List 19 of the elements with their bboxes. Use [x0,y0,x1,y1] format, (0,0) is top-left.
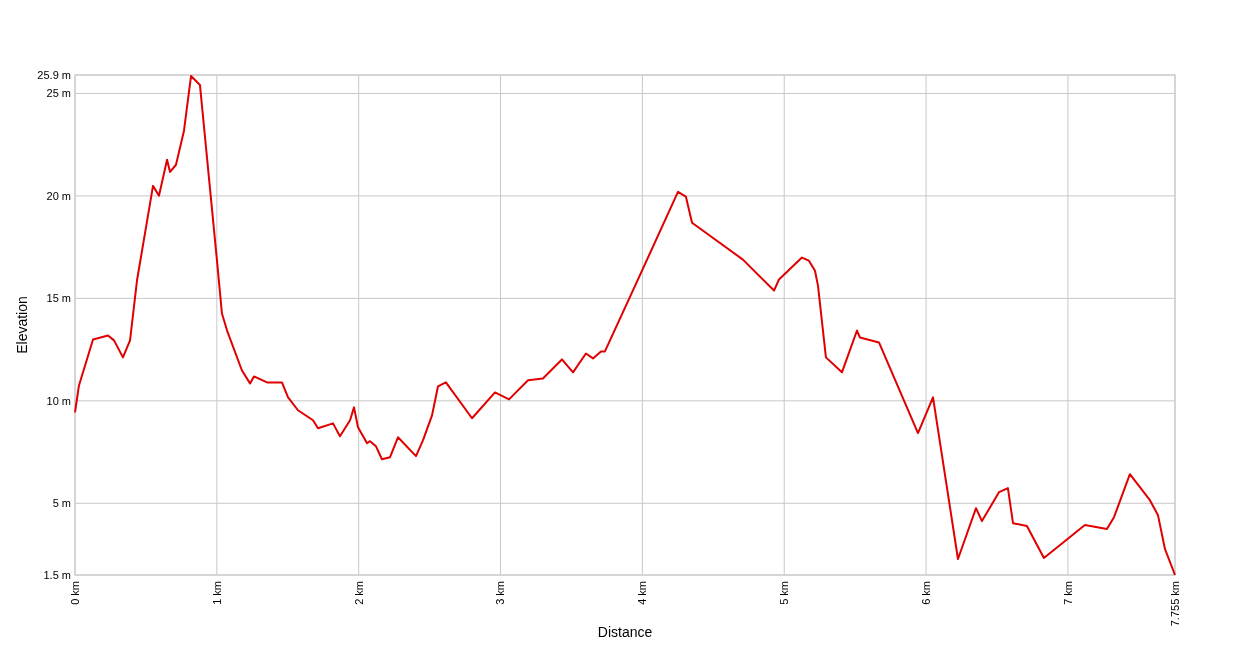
x-tick-label: 5 km [778,581,791,605]
line-series [74,75,1176,576]
x-tick-label: 7.755 km [1168,581,1181,627]
x-tick-label: 6 km [919,581,932,605]
y-tick-label: 5 m [52,497,71,510]
x-tick-label: 1 km [210,581,223,605]
y-tick-label: 15 m [46,292,71,305]
x-axis-title: Distance [597,624,653,640]
y-tick-label: 10 m [46,394,71,407]
x-tick-label: 3 km [494,581,507,605]
x-tick-label: 2 km [352,581,365,605]
y-axis-title: Elevation [13,296,30,354]
x-tick-label: 0 km [68,581,81,605]
y-tick-label: 20 m [46,189,71,202]
x-tick-label: 4 km [636,581,649,605]
y-tick-label: 25 m [46,87,71,100]
y-tick-label: 25.9 m [37,68,71,81]
x-tick-label: 7 km [1061,581,1074,605]
y-tick-label: 1.5 m [43,568,71,581]
